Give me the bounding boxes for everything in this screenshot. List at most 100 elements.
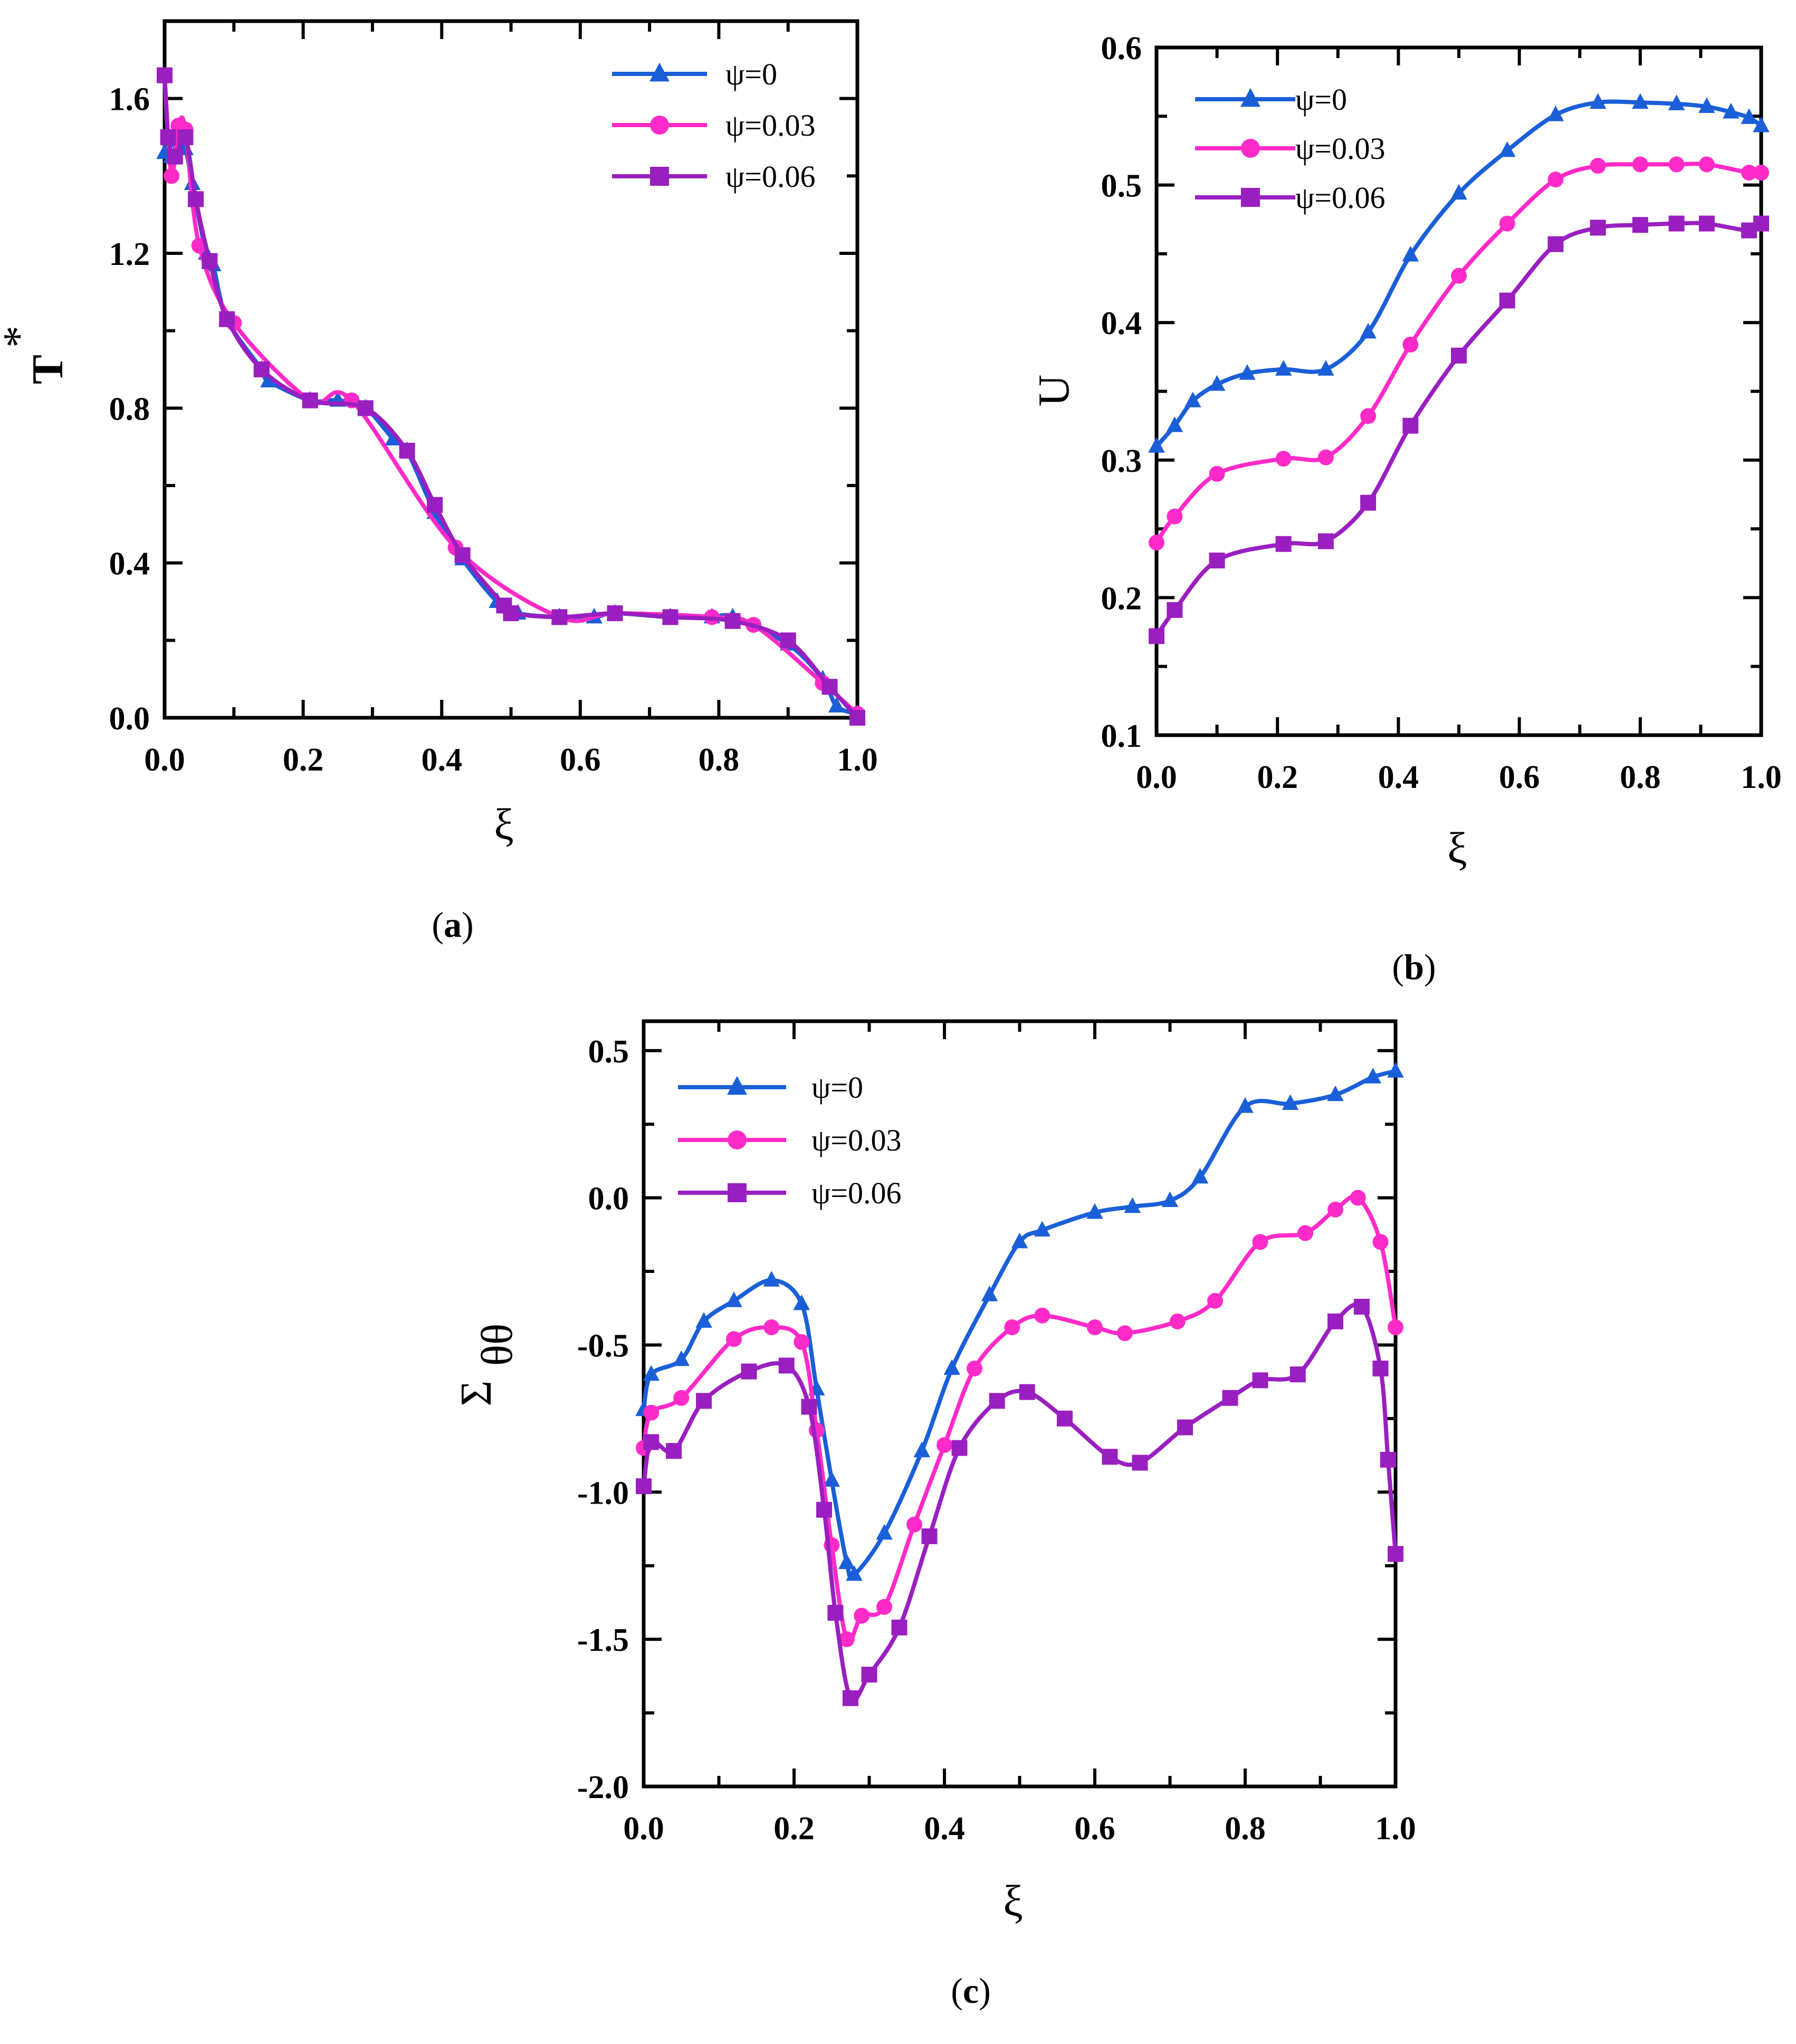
- x-tick-label: 0.0: [1136, 759, 1177, 795]
- series-circle: [636, 1190, 1403, 1648]
- data-point: [921, 1528, 938, 1544]
- data-point: [1451, 268, 1467, 284]
- data-point: [1402, 245, 1419, 262]
- data-point: [1741, 165, 1757, 181]
- data-point: [828, 697, 845, 712]
- data-point: [1034, 1307, 1050, 1324]
- x-tick-label: 0.6: [560, 742, 601, 778]
- series-square: [1149, 215, 1769, 644]
- data-point: [607, 605, 623, 621]
- data-point: [260, 372, 277, 387]
- y-axis-label-superscript: *: [0, 326, 43, 348]
- data-point: [662, 609, 679, 625]
- data-point: [1207, 1292, 1223, 1309]
- series-circle: [1149, 156, 1769, 551]
- data-point: [937, 1437, 952, 1453]
- data-point: [1498, 141, 1516, 157]
- legend: ψ=0 ψ=0.03 ψ=0.06: [1195, 82, 1386, 215]
- data-point: [1372, 1234, 1389, 1250]
- data-point: [780, 632, 796, 649]
- y-tick-label: -0.5: [577, 1328, 629, 1364]
- data-point: [1327, 1313, 1343, 1329]
- y-tick-label: 0.1: [1101, 718, 1142, 754]
- data-point: [1753, 116, 1770, 132]
- data-point: [763, 1271, 780, 1287]
- data-point: [399, 443, 415, 459]
- x-axis-label: ξ: [1003, 1877, 1023, 1926]
- x-tick-label: 0.0: [623, 1811, 664, 1847]
- y-tick-label: -2.0: [577, 1770, 629, 1805]
- chart-panel-a: 0.00.20.40.60.81.00.00.40.81.21.6ξT*ψ=0ψ…: [0, 19, 878, 945]
- data-point: [673, 1390, 690, 1406]
- legend: ψ=0 ψ=0.03 ψ=0.06: [612, 57, 816, 194]
- data-point: [1741, 108, 1757, 124]
- x-tick-label: 1.0: [1375, 1811, 1416, 1847]
- data-point: [816, 1501, 832, 1518]
- legend-marker: [1241, 188, 1260, 207]
- data-point: [1388, 1319, 1403, 1335]
- x-tick-label: 0.8: [699, 742, 740, 778]
- panel-caption: (a): [432, 905, 473, 945]
- data-point: [1275, 536, 1292, 552]
- data-point: [1237, 1097, 1254, 1113]
- data-point: [1372, 1361, 1389, 1377]
- legend-marker: [650, 167, 669, 186]
- data-point: [1698, 156, 1715, 173]
- data-point: [1753, 215, 1769, 232]
- data-point: [202, 253, 218, 269]
- series-square: [636, 1298, 1403, 1706]
- x-tick-label: 0.0: [144, 742, 185, 778]
- data-point: [160, 129, 176, 145]
- data-point: [1327, 1085, 1344, 1101]
- data-point: [357, 400, 374, 416]
- data-point: [1252, 1234, 1268, 1250]
- data-point: [1722, 102, 1740, 119]
- data-point: [1019, 1384, 1035, 1400]
- data-point: [1167, 508, 1183, 525]
- data-point: [385, 430, 402, 445]
- data-point: [1149, 628, 1164, 644]
- data-point: [1087, 1319, 1103, 1335]
- data-point: [1388, 1546, 1403, 1562]
- data-point: [726, 1331, 742, 1347]
- data-point: [1102, 1449, 1118, 1465]
- data-point: [1350, 1190, 1366, 1206]
- data-point: [1161, 1191, 1179, 1208]
- legend-marker: [1241, 139, 1260, 158]
- data-point: [666, 1443, 682, 1459]
- data-point: [725, 1291, 742, 1307]
- data-point: [643, 1434, 660, 1450]
- legend-marker: [650, 116, 669, 135]
- y-tick-label: 0.4: [109, 546, 150, 582]
- data-point: [981, 1285, 998, 1301]
- data-point: [1499, 292, 1515, 309]
- y-tick-label: 0.2: [1101, 581, 1142, 616]
- data-point: [1698, 215, 1715, 232]
- data-point: [1209, 465, 1225, 482]
- data-point: [1364, 1068, 1381, 1083]
- data-point: [1057, 1410, 1073, 1427]
- x-tick-label: 0.2: [773, 1811, 815, 1847]
- y-tick-label: 0.5: [588, 1034, 629, 1070]
- y-tick-label: 0.5: [1101, 168, 1142, 204]
- data-point: [763, 1319, 780, 1335]
- chart-panel-b: 0.0 0.2 0.4 0.6 0.8 1.0 0.1 0.2 0.3 0.4 0.5 0.6 ξ Uψ=…: [1029, 31, 1782, 987]
- x-tick-label: 0.8: [1225, 1811, 1266, 1847]
- data-point: [1317, 449, 1334, 465]
- data-point: [1668, 156, 1685, 173]
- data-point: [876, 1524, 893, 1540]
- data-point: [1086, 1203, 1103, 1219]
- data-point: [724, 613, 741, 629]
- data-point: [1547, 236, 1564, 252]
- data-point: [1184, 392, 1201, 407]
- data-point: [827, 1604, 844, 1621]
- data-point: [1004, 1319, 1020, 1335]
- data-point: [846, 1565, 863, 1581]
- data-point: [951, 1440, 968, 1456]
- data-point: [1297, 1225, 1313, 1241]
- y-tick-label: 0.3: [1101, 443, 1142, 479]
- series-triangle: [635, 1062, 1404, 1581]
- data-point: [1632, 156, 1648, 173]
- data-point: [1275, 451, 1292, 467]
- data-point: [778, 1357, 795, 1374]
